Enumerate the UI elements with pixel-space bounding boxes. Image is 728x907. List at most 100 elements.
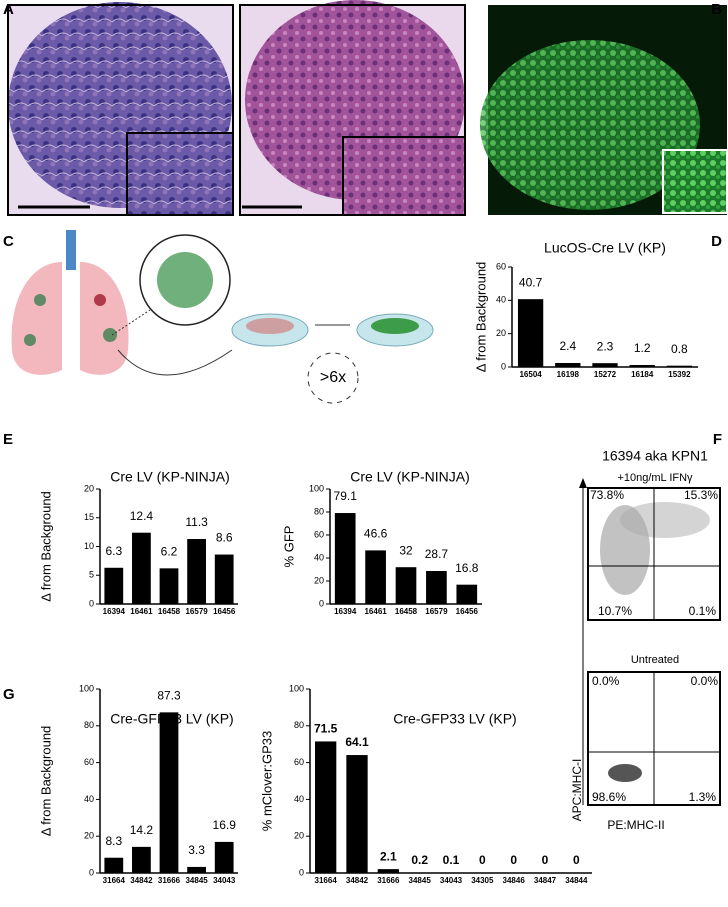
quadrant-label: 1.3% — [689, 790, 717, 804]
value-label: 11.3 — [185, 515, 208, 529]
lung — [11, 262, 62, 375]
y-tick-label: 20 — [496, 328, 506, 338]
y-tick-label: 20 — [294, 831, 304, 841]
x-tick-label: 16184 — [631, 370, 654, 379]
condition-label: Untreated — [631, 654, 679, 666]
x-tick-label: 16579 — [185, 607, 208, 616]
bar — [629, 365, 655, 367]
value-label: 8.3 — [105, 834, 122, 848]
chart-title: Cre LV (KP-NINJA) — [110, 469, 230, 485]
value-label: 2.3 — [597, 339, 614, 353]
x-tick-label: 31664 — [315, 876, 338, 885]
y-tick-label: 10 — [84, 541, 94, 551]
value-label: 0 — [542, 853, 549, 867]
bar — [214, 841, 234, 873]
y-axis-label: Δ from Background — [38, 726, 53, 837]
bar — [187, 866, 206, 873]
x-tick-label: 31666 — [158, 876, 181, 885]
bar — [365, 550, 386, 604]
cell-population — [608, 764, 642, 782]
value-label: 14.2 — [130, 823, 154, 837]
value-label: 1.2 — [634, 341, 651, 355]
x-tick-label: 16198 — [557, 370, 580, 379]
y-tick-label: 0 — [319, 598, 324, 608]
flow-cytometry: 16394 aka KPN1 +10ng/mL IFNγ 73.8% 15.3%… — [570, 448, 721, 832]
x-tick-label: 16504 — [519, 370, 542, 379]
value-label: 0.1 — [443, 853, 460, 867]
value-label: 0.8 — [671, 342, 688, 356]
fluorescence — [480, 40, 700, 210]
cell-population — [620, 502, 710, 538]
bar — [592, 363, 618, 367]
value-label: 3.3 — [188, 843, 205, 857]
image-frame — [7, 4, 234, 216]
value-label: 79.1 — [334, 489, 358, 503]
value-label: 12.4 — [130, 509, 154, 523]
quadrant-label: 0.0% — [691, 674, 719, 688]
y-tick-label: 20 — [84, 483, 94, 493]
bar — [426, 570, 447, 604]
bar — [187, 539, 206, 604]
y-tick-label: 0 — [89, 867, 94, 877]
y-tick-label: 40 — [314, 552, 324, 562]
zoom-line — [111, 309, 151, 336]
histology-images — [7, 0, 728, 216]
x-tick-label: 16461 — [130, 607, 153, 616]
tumor-nodule — [24, 334, 36, 346]
y-tick-label: 60 — [294, 757, 304, 767]
panel-letter: B — [711, 1, 722, 18]
y-tick-label: 40 — [84, 794, 94, 804]
x-tick-label: 16579 — [425, 607, 448, 616]
value-label: 40.7 — [519, 275, 543, 289]
quadrant-label: 15.3% — [684, 488, 718, 502]
x-tick-label: 31664 — [103, 876, 126, 885]
value-label: 0 — [479, 853, 486, 867]
y-tick-label: 15 — [84, 512, 94, 522]
x-tick-label: 34847 — [534, 876, 557, 885]
quadrant-label: 0.0% — [592, 674, 620, 688]
trachea — [66, 230, 76, 270]
y-tick-label: 60 — [496, 261, 506, 271]
y-tick-label: 80 — [294, 720, 304, 730]
quadrant-label: 0.1% — [689, 604, 717, 618]
x-tick-label: 34043 — [213, 876, 236, 885]
y-tick-label: 60 — [84, 757, 94, 767]
x-tick-label: 16394 — [334, 607, 357, 616]
panel-letter: D — [711, 233, 722, 250]
y-axis-label: % GFP — [281, 526, 296, 568]
y-axis-label: Δ from Background — [38, 491, 53, 602]
value-label: 32 — [399, 543, 413, 557]
value-label: 0.2 — [411, 853, 428, 867]
panel-letter: A — [3, 1, 14, 18]
cycle-arrow — [307, 352, 359, 404]
bar — [377, 869, 399, 873]
y-tick-label: 5 — [89, 570, 94, 580]
x-tick-label: 16458 — [158, 607, 181, 616]
bar — [456, 584, 478, 604]
bar — [315, 741, 337, 873]
flow-title: 16394 aka KPN1 — [602, 448, 708, 464]
x-tick-label: 34043 — [440, 876, 463, 885]
y-axis-label: APC:MHC-I — [570, 759, 584, 822]
value-label: 6.3 — [105, 544, 122, 558]
x-tick-label: 34842 — [130, 876, 153, 885]
x-tick-label: 34842 — [346, 876, 369, 885]
value-label: 28.7 — [425, 547, 449, 561]
y-tick-label: 20 — [314, 575, 324, 585]
bar — [104, 567, 124, 604]
diagram: >6x — [11, 230, 434, 404]
condition-label: +10ng/mL IFNγ — [617, 472, 693, 484]
value-label: 0 — [510, 853, 517, 867]
inset — [342, 136, 466, 216]
panel-letter: F — [713, 431, 722, 448]
x-tick-label: 16458 — [395, 607, 418, 616]
tumor-nodule — [34, 294, 46, 306]
y-axis-label: Δ from Background — [473, 262, 488, 373]
y-tick-label: 40 — [496, 295, 506, 305]
bar — [517, 299, 544, 367]
chart-title: LucOS-Cre LV (KP) — [544, 240, 666, 256]
value-label: 2.1 — [380, 849, 397, 863]
value-label: 46.6 — [364, 527, 388, 541]
quadrant-label: 10.7% — [598, 604, 632, 618]
chart-title: Cre-GFP33 LV (KP) — [393, 711, 516, 727]
